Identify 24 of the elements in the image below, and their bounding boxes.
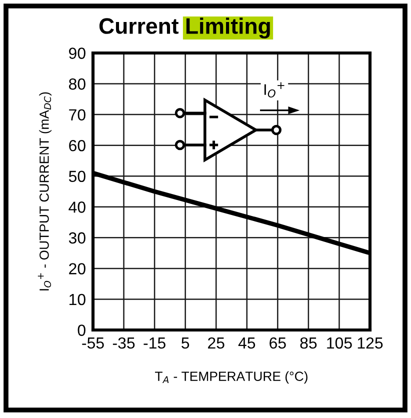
- x-tick-label: 45: [238, 338, 256, 349]
- y-tick-label: 20: [69, 263, 86, 274]
- y-tick-label: 0: [78, 324, 86, 336]
- x-tick-label: -35: [112, 337, 135, 349]
- x-tick-label: 65: [270, 337, 286, 349]
- x-tick-label: -55: [82, 338, 104, 349]
- x-tick-label: 85: [300, 337, 317, 349]
- y-tick-label: 40: [68, 202, 86, 213]
- y-tick-label: 30: [68, 232, 86, 244]
- x-tick-label: 25: [208, 337, 224, 349]
- y-tick-label: 60: [69, 140, 86, 152]
- x-tick-label: 125: [358, 337, 383, 349]
- x-axis-title: T$_{A}$ - TEMPERATURE (°C): [155, 371, 308, 384]
- y-tick-label: 80: [68, 78, 86, 90]
- y-tick-label: 50: [68, 170, 86, 182]
- y-axis-title: I$_{O}$$^{+}$ - OUTPUT CURRENT (mA$_{DC}$): [38, 92, 52, 290]
- x-tick-label: 5: [182, 338, 190, 349]
- annotation: I$_{O}$$^{+}$: [264, 82, 284, 98]
- x-tick-label: 105: [327, 337, 352, 349]
- x-tick-label: -15: [144, 338, 166, 349]
- y-tick-label: 90: [69, 48, 86, 59]
- chart-title: Current Limiting: [99, 18, 270, 38]
- y-tick-label: 10: [70, 294, 86, 306]
- y-tick-label: 70: [69, 109, 86, 120]
